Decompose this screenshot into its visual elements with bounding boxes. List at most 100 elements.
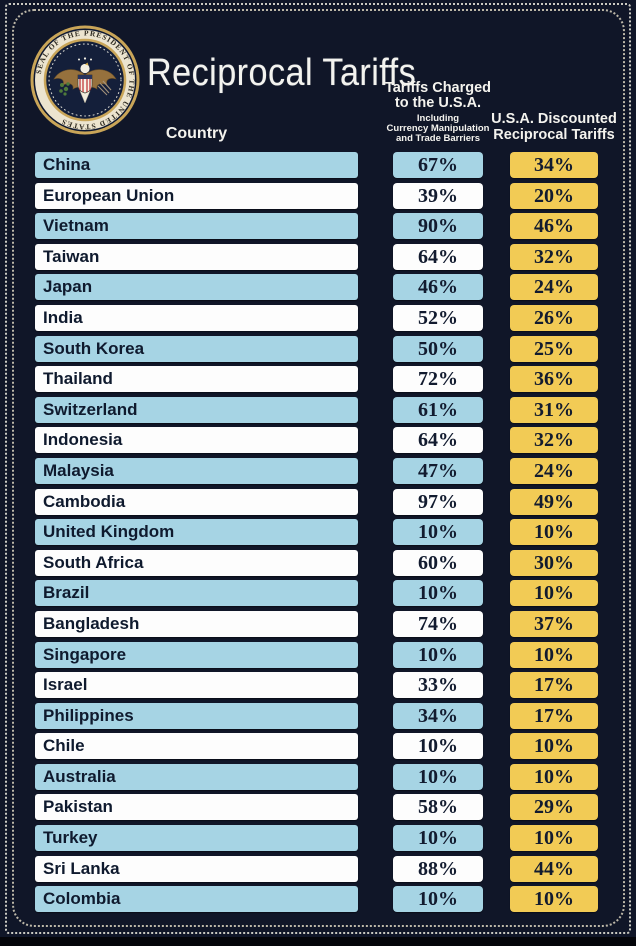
- discounted-tariff-cell: 29%: [510, 794, 598, 821]
- table-row: European Union 39% 20%: [35, 182, 598, 209]
- country-cell: Malaysia: [35, 457, 358, 484]
- charged-tariff-cell: 88%: [393, 855, 483, 882]
- discounted-header-line2: Reciprocal Tariffs: [493, 126, 615, 143]
- country-cell: United Kingdom: [35, 519, 358, 546]
- discounted-tariff-cell: 31%: [510, 396, 598, 423]
- table-row: Switzerland 61% 31%: [35, 396, 598, 423]
- discounted-header-line1: U.S.A. Discounted: [491, 111, 617, 127]
- charged-tariff-cell: 74%: [393, 610, 483, 637]
- presidential-seal-icon: SEAL OF THE PRESIDENT OF THE UNITED STAT…: [30, 25, 140, 135]
- table-row: United Kingdom 10% 10%: [35, 519, 598, 546]
- discounted-tariff-cell: 25%: [510, 335, 598, 362]
- column-header-tariffs-charged: Tariffs Charged to the U.S.A. Including …: [358, 81, 518, 144]
- charged-tariff-cell: 67%: [393, 152, 483, 178]
- discounted-tariff-cell: 46%: [510, 213, 598, 240]
- discounted-tariff-cell: 34%: [510, 152, 598, 178]
- country-cell: Brazil: [35, 580, 358, 607]
- charged-tariff-cell: 10%: [393, 733, 483, 760]
- table-row: Japan 46% 24%: [35, 274, 598, 301]
- charged-tariff-cell: 58%: [393, 794, 483, 821]
- discounted-tariff-cell: 10%: [510, 763, 598, 790]
- charged-tariff-cell: 64%: [393, 427, 483, 454]
- discounted-tariff-cell: 44%: [510, 855, 598, 882]
- country-cell: Japan: [35, 274, 358, 301]
- discounted-tariff-cell: 32%: [510, 243, 598, 270]
- table-row: Colombia 10% 10%: [35, 886, 598, 913]
- table-row: Singapore 10% 10%: [35, 641, 598, 668]
- table-row: Chile 10% 10%: [35, 733, 598, 760]
- charged-tariff-cell: 90%: [393, 213, 483, 240]
- charged-tariff-cell: 10%: [393, 519, 483, 546]
- charged-tariff-cell: 60%: [393, 549, 483, 576]
- charged-header-sub1: Including: [416, 113, 460, 124]
- charged-tariff-cell: 10%: [393, 825, 483, 852]
- charged-tariff-cell: 47%: [393, 457, 483, 484]
- table-row: Brazil 10% 10%: [35, 580, 598, 607]
- country-cell: China: [35, 152, 358, 178]
- discounted-tariff-cell: 17%: [510, 672, 598, 699]
- discounted-tariff-cell: 36%: [510, 366, 598, 393]
- page-title: Reciprocal Tariffs: [147, 52, 417, 94]
- charged-tariff-cell: 72%: [393, 366, 483, 393]
- country-cell: South Korea: [35, 335, 358, 362]
- column-header-discounted: U.S.A. Discounted Reciprocal Tariffs: [474, 111, 634, 143]
- charged-header-sub3: and Trade Barriers: [396, 133, 480, 144]
- country-cell: Thailand: [35, 366, 358, 393]
- country-cell: Cambodia: [35, 488, 358, 515]
- table-row: Thailand 72% 36%: [35, 366, 598, 393]
- charged-tariff-cell: 46%: [393, 274, 483, 301]
- country-cell: European Union: [35, 182, 358, 209]
- country-cell: Vietnam: [35, 213, 358, 240]
- table-row: Indonesia 64% 32%: [35, 427, 598, 454]
- charged-tariff-cell: 39%: [393, 182, 483, 209]
- charged-tariff-cell: 10%: [393, 763, 483, 790]
- country-cell: Singapore: [35, 641, 358, 668]
- charged-tariff-cell: 61%: [393, 396, 483, 423]
- column-header-country: Country: [165, 125, 228, 142]
- table-row: Cambodia 97% 49%: [35, 488, 598, 515]
- discounted-tariff-cell: 10%: [510, 580, 598, 607]
- charged-tariff-cell: 50%: [393, 335, 483, 362]
- bottom-edge-strip: [0, 937, 636, 946]
- discounted-tariff-cell: 30%: [510, 549, 598, 576]
- table-row: India 52% 26%: [35, 304, 598, 331]
- table-row: Taiwan 64% 32%: [35, 243, 598, 270]
- discounted-tariff-cell: 10%: [510, 641, 598, 668]
- charged-tariff-cell: 52%: [393, 304, 483, 331]
- table-row: Pakistan 58% 29%: [35, 794, 598, 821]
- discounted-tariff-cell: 32%: [510, 427, 598, 454]
- country-cell: Sri Lanka: [35, 855, 358, 882]
- discounted-tariff-cell: 10%: [510, 519, 598, 546]
- table-row: Sri Lanka 88% 44%: [35, 855, 598, 882]
- table-row: Australia 10% 10%: [35, 763, 598, 790]
- discounted-tariff-cell: 10%: [510, 886, 598, 913]
- discounted-tariff-cell: 24%: [510, 274, 598, 301]
- table-row: Malaysia 47% 24%: [35, 457, 598, 484]
- charged-tariff-cell: 34%: [393, 702, 483, 729]
- country-cell: Bangladesh: [35, 610, 358, 637]
- charged-tariff-cell: 64%: [393, 243, 483, 270]
- discounted-tariff-cell: 20%: [510, 182, 598, 209]
- discounted-tariff-cell: 37%: [510, 610, 598, 637]
- charged-header-line1: Tariffs Charged: [384, 80, 492, 96]
- table-row: South Korea 50% 25%: [35, 335, 598, 362]
- table-row: Turkey 10% 10%: [35, 825, 598, 852]
- country-cell: Turkey: [35, 825, 358, 852]
- charged-tariff-cell: 33%: [393, 672, 483, 699]
- discounted-tariff-cell: 10%: [510, 825, 598, 852]
- country-cell: South Africa: [35, 549, 358, 576]
- table-row: China 67% 34%: [35, 152, 598, 178]
- discounted-tariff-cell: 24%: [510, 457, 598, 484]
- charged-header-line2: to the U.S.A.: [394, 95, 482, 111]
- discounted-tariff-cell: 17%: [510, 702, 598, 729]
- discounted-tariff-cell: 49%: [510, 488, 598, 515]
- country-cell: Colombia: [35, 886, 358, 913]
- country-cell: Chile: [35, 733, 358, 760]
- discounted-tariff-cell: 10%: [510, 733, 598, 760]
- charged-header-sub2: Currency Manipulation: [386, 123, 490, 134]
- tariff-table-rows: China 67% 34% European Union 39% 20% Vietnam 90…: [35, 152, 598, 917]
- table-row: South Africa 60% 30%: [35, 549, 598, 576]
- country-cell: Pakistan: [35, 794, 358, 821]
- country-cell: India: [35, 304, 358, 331]
